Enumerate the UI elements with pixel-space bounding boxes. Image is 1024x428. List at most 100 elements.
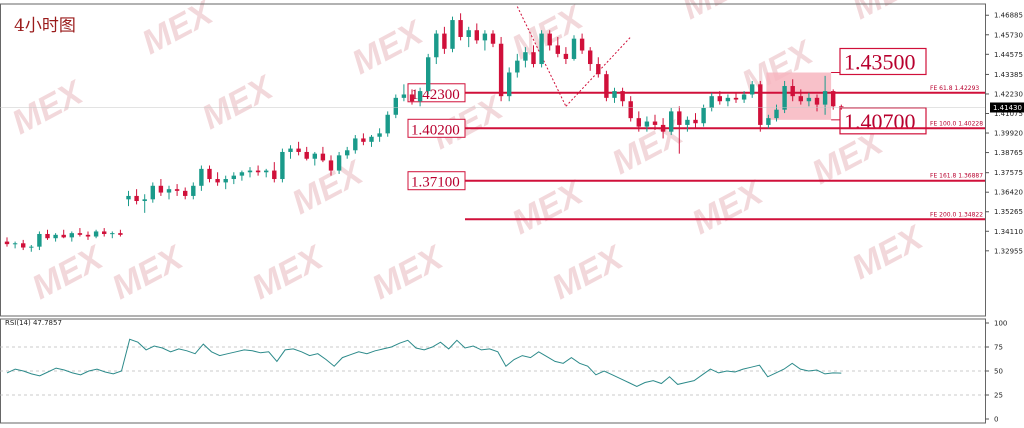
candle-body xyxy=(385,114,390,134)
candle-body xyxy=(490,33,496,44)
candle-body xyxy=(442,33,447,49)
candle-body xyxy=(798,96,803,102)
candle-body xyxy=(150,185,155,200)
candle-body xyxy=(774,109,779,119)
candle xyxy=(482,30,488,51)
candle xyxy=(588,47,593,71)
watermark-logo: MEX xyxy=(246,238,331,307)
price-tick-label: 1.41075 xyxy=(994,110,1023,118)
candle-body xyxy=(563,53,569,59)
candle-body xyxy=(814,97,820,105)
candle xyxy=(434,30,439,65)
candle-body xyxy=(806,97,812,102)
current-price-label: 1.41430 xyxy=(993,104,1022,112)
watermark-logo: MEX xyxy=(506,173,591,242)
candle-body xyxy=(474,30,479,41)
level-label-box xyxy=(407,171,466,191)
candle xyxy=(215,172,220,186)
candle-body xyxy=(588,50,593,65)
watermark-logo: MEX xyxy=(506,0,591,67)
candle xyxy=(693,113,698,129)
rsi-tick-label: 25 xyxy=(994,392,1003,400)
candle-body xyxy=(231,175,236,180)
candle-body xyxy=(458,20,463,37)
zone-lower-label: 1.40700 xyxy=(844,109,916,134)
candle xyxy=(523,47,528,68)
watermark-logo: MEX xyxy=(106,238,191,307)
candle-body xyxy=(126,195,131,200)
candle-body xyxy=(77,233,83,235)
candle xyxy=(685,116,690,132)
candle-body xyxy=(523,52,528,61)
candle xyxy=(733,92,739,103)
candle xyxy=(272,162,277,183)
price-panel-frame xyxy=(0,3,986,317)
candle xyxy=(628,96,633,122)
candle-body xyxy=(142,199,147,202)
candle-body xyxy=(345,150,350,156)
candle-body xyxy=(239,172,245,176)
candle-body xyxy=(482,33,488,41)
projection-segment xyxy=(516,6,567,107)
candle-body xyxy=(571,38,577,59)
candle xyxy=(717,91,722,105)
candle-body xyxy=(393,97,398,115)
candle xyxy=(458,13,463,41)
candle-body xyxy=(328,160,334,171)
candle-body xyxy=(93,231,99,237)
candle-body xyxy=(750,84,755,95)
candle xyxy=(69,231,74,242)
candle-body xyxy=(191,185,196,196)
candle xyxy=(466,26,471,48)
candle-body xyxy=(685,119,690,125)
rsi-panel: 100 75 50 25 0 xyxy=(0,320,1007,424)
price-tick-label: 1.43385 xyxy=(994,71,1023,79)
candle xyxy=(255,165,261,176)
price-tick-label: 1.42230 xyxy=(994,90,1023,98)
candle xyxy=(644,116,650,132)
candle xyxy=(21,239,26,251)
candle xyxy=(507,67,512,102)
candle xyxy=(709,92,714,112)
candle xyxy=(158,179,164,196)
candle-body xyxy=(839,106,844,108)
candle xyxy=(579,33,585,54)
price-tick-label: 1.46885 xyxy=(994,12,1023,20)
candle-body xyxy=(409,94,415,102)
level-label: 1.40200 xyxy=(411,122,460,138)
candle-body xyxy=(174,189,180,191)
candle-body xyxy=(677,111,682,125)
rsi-tick-label: 100 xyxy=(994,320,1007,328)
candle-body xyxy=(53,234,58,239)
candle xyxy=(223,175,228,190)
candle xyxy=(4,237,10,247)
candle-body xyxy=(539,33,544,65)
candle-body xyxy=(547,33,552,46)
candle xyxy=(142,194,147,213)
candle xyxy=(37,231,42,251)
candle-body xyxy=(531,52,536,65)
candle xyxy=(199,165,204,191)
candle-body xyxy=(741,94,747,100)
candle xyxy=(636,111,641,132)
candle xyxy=(401,84,407,102)
candle xyxy=(806,92,812,107)
candle-body xyxy=(69,233,74,238)
candle xyxy=(822,75,828,115)
candle-body xyxy=(264,170,269,173)
price-axis: 1.46885 1.45730 1.44575 1.43385 1.42230 1.410… xyxy=(0,12,1024,255)
candle xyxy=(377,128,382,142)
price-tick-label: 1.32955 xyxy=(994,247,1023,255)
candle xyxy=(118,229,123,237)
candle-body xyxy=(369,136,374,142)
candle xyxy=(798,89,803,105)
current-price-box xyxy=(990,102,1024,113)
candle xyxy=(490,30,496,48)
candle-body xyxy=(669,111,674,132)
candle xyxy=(831,89,836,110)
candle xyxy=(280,148,285,183)
candle-body xyxy=(507,72,512,97)
candle xyxy=(725,94,731,107)
